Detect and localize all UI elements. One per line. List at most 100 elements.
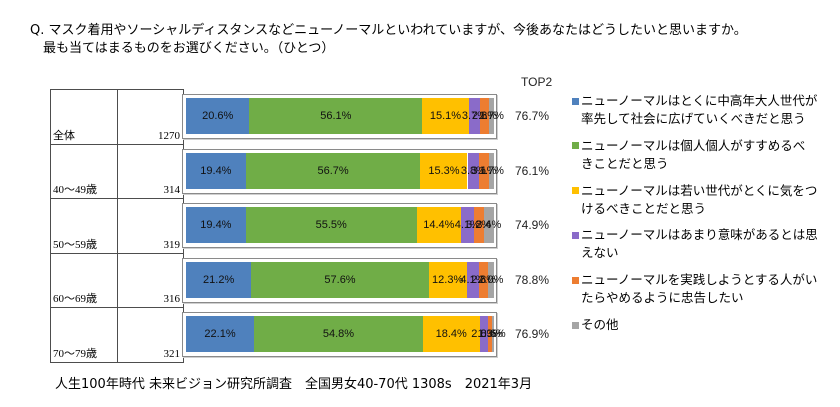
bar-value-label: 3.4%: [476, 219, 502, 232]
top2-header: TOP2: [521, 75, 553, 89]
bar-segment: [468, 98, 481, 134]
bar-value-label: 18.4%: [435, 328, 467, 341]
bar-segment: [479, 152, 489, 189]
category-label: 50～59歳: [53, 238, 97, 251]
legend-swatch: [572, 187, 579, 195]
bar-value-label: 3.8%: [460, 164, 486, 177]
bar-segment: [422, 316, 480, 353]
bar-value-label: 4.1%: [454, 219, 480, 232]
bar-segment: [249, 98, 423, 134]
bar-value-label: 56.7%: [317, 164, 349, 177]
bar-value-label: 1.7%: [478, 164, 504, 177]
bar-value-label: 15.1%: [429, 110, 462, 122]
bar-value-label: 57.6%: [324, 273, 356, 286]
bar-segment: [186, 316, 255, 353]
bar-value-label: 3.1%: [471, 164, 497, 177]
sample-size-label: 319: [163, 238, 181, 251]
legend-label-line: 率先して社会に広げていくべきだと思う: [581, 111, 806, 126]
legend-swatch: [572, 231, 579, 239]
bar-value-label: 14.4%: [423, 219, 455, 232]
question-line-2: 最も当てはまるものをお選びください。（ひとつ）: [43, 41, 335, 56]
top2-value: 76.9%: [515, 327, 550, 342]
bar-segment: [488, 98, 494, 134]
bar-value-label: 12.3%: [432, 273, 464, 286]
legend-label-line: ニューノーマルを実践しようとする人がい: [581, 272, 818, 288]
bar-value-label: 56.1%: [320, 110, 352, 122]
bar-value-label: 1.7%: [478, 110, 504, 122]
bar-value-label: 19.4%: [200, 164, 232, 177]
bar-segment: [466, 261, 480, 298]
bar-segment: [186, 152, 246, 189]
bar-value-label: 15.3%: [428, 164, 460, 177]
bar-segment: [254, 316, 423, 353]
bar-segment: [416, 207, 462, 244]
legend-label-line: けるべきことだと思う: [581, 200, 707, 216]
bar-segment: [487, 261, 494, 298]
bar-value-label: 22.1%: [204, 328, 236, 341]
bar-segment: [251, 261, 429, 298]
table-row-divider: [50, 143, 183, 145]
bar-value-label: 1.3%: [477, 328, 503, 341]
bar-segment: [422, 98, 469, 134]
top2-value: 74.9%: [515, 218, 550, 233]
bar-value-label: 4.1%: [460, 273, 486, 286]
bar-segment: [488, 152, 494, 189]
bar-value-label: 0.6%: [480, 328, 506, 341]
bar-segment: [479, 316, 489, 353]
bar-value-label: 54.8%: [322, 328, 355, 341]
top2-value: 76.1%: [515, 163, 550, 178]
legend-label-line: ニューノーマルはとくに中高年大人世代が: [581, 93, 818, 108]
table-row-divider: [50, 307, 183, 309]
bar-segment: [245, 207, 417, 244]
category-label: 全体: [53, 129, 75, 142]
table-row-divider: [50, 252, 183, 254]
legend-label-line: きことだと思う: [581, 155, 669, 171]
legend-swatch: [572, 97, 579, 105]
table-row-divider: [50, 198, 183, 200]
bar-segment: [245, 152, 421, 189]
legend-label-line: ニューノーマルはあまり意味があるとは思: [581, 227, 818, 243]
legend-label-line: たらやめるように忠告したい: [581, 290, 744, 306]
bar-value-label: 2.8%: [471, 328, 497, 341]
bar-segment: [420, 152, 468, 189]
bar-segment: [461, 207, 474, 244]
table-column-divider: [117, 89, 118, 362]
bar-segment: [428, 261, 467, 298]
legend-swatch: [572, 142, 579, 150]
bar-value-label: 21.2%: [203, 273, 235, 286]
legend-swatch: [572, 276, 579, 284]
bar-segment: [186, 207, 246, 244]
bar-segment: [186, 98, 250, 134]
bar-segment: [479, 261, 488, 298]
question-line-1: Q. マスク着用やソーシャルディスタンスなどニューノーマルといわれていますが、今…: [30, 23, 747, 38]
bar-value-label: 2.8%: [470, 273, 497, 286]
bar-value-label: 3.7%: [461, 110, 487, 122]
sample-size-label: 316: [163, 293, 181, 306]
bar-value-label: 3.2%: [466, 219, 492, 232]
legend-label-line: ニューノーマルは若い世代がとくに気をつ: [581, 182, 818, 198]
category-label: 70～79歳: [53, 348, 97, 360]
legend-label-line: えない: [581, 245, 619, 261]
category-label: 40～49歳: [53, 184, 97, 197]
legend-label-line: その他: [581, 317, 619, 332]
category-label: 60～69歳: [53, 293, 97, 306]
bar-value-label: 2.8%: [471, 110, 497, 122]
bar-segment: [483, 207, 494, 244]
sample-size-label: 321: [163, 348, 181, 360]
bar-value-label: 55.5%: [315, 219, 347, 232]
bar-value-label: 19.4%: [200, 219, 232, 232]
sample-size-label: 314: [163, 184, 181, 197]
bar-segment: [186, 261, 252, 298]
legend-swatch: [572, 321, 579, 329]
sample-size-label: 1270: [158, 129, 180, 142]
bar-segment: [473, 207, 484, 244]
legend-label-line: ニューノーマルは個人個人がすすめるべ: [581, 137, 806, 153]
source-footer: 人生100年時代 未来ビジョン研究所調査 全国男女40-70代 1308s 20…: [55, 377, 533, 392]
top2-value: 76.7%: [515, 109, 550, 123]
top2-value: 78.8%: [515, 272, 550, 287]
bar-value-label: 20.6%: [202, 110, 234, 122]
bar-value-label: 2.0%: [478, 273, 504, 286]
bar-segment: [467, 152, 480, 189]
